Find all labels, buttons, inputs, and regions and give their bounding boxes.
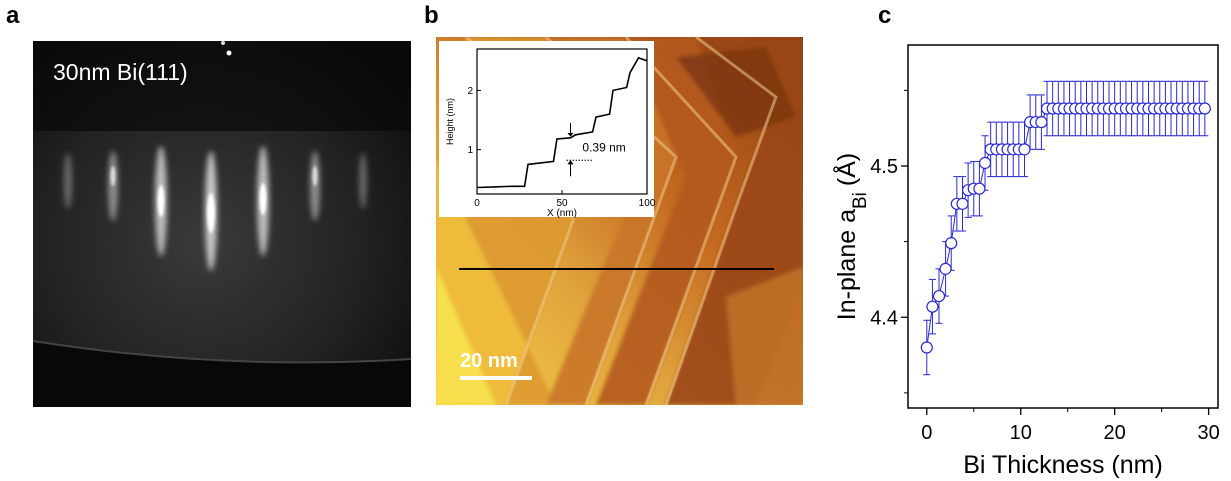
data-point bbox=[945, 237, 958, 250]
stm-image-panel: 20 nm 0 50 100 1 2 X (nm) Height (nm) 0.39 nm bbox=[436, 37, 803, 405]
x-tick-label: 0 bbox=[921, 422, 932, 444]
inset-x-tick-label: 0 bbox=[474, 198, 480, 209]
y-tick-label: 4.4 bbox=[870, 307, 898, 329]
rheed-image: 30nm Bi(111) bbox=[33, 41, 411, 407]
inset-y-axis-label: Height (nm) bbox=[445, 98, 455, 145]
rheed-label: 30nm Bi(111) bbox=[53, 59, 188, 85]
y-axis-label: In-plane aBi(Å) bbox=[831, 153, 871, 320]
series-line bbox=[926, 108, 1205, 348]
y-tick-label: 4.5 bbox=[870, 156, 898, 178]
data-point bbox=[978, 156, 992, 170]
step-arrow-bottom-head bbox=[567, 160, 574, 165]
data-point bbox=[920, 341, 933, 354]
panel-letter-a: a bbox=[6, 2, 20, 29]
stm-image: 20 nm 0 50 100 1 2 X (nm) Height (nm) 0.39 nm bbox=[436, 37, 803, 405]
panel-letter-c: c bbox=[878, 2, 892, 29]
data-point bbox=[973, 182, 986, 195]
x-tick-label: 10 bbox=[1010, 422, 1032, 444]
scale-bar-label: 20 nm bbox=[460, 350, 518, 372]
data-point bbox=[939, 262, 952, 275]
inset-profile-line bbox=[476, 56, 648, 189]
height-profile-inset: 0 50 100 1 2 X (nm) Height (nm) 0.39 nm bbox=[439, 41, 656, 219]
x-tick-label: 30 bbox=[1197, 422, 1219, 444]
data-point bbox=[1198, 102, 1211, 115]
step-height-label: 0.39 nm bbox=[582, 140, 625, 154]
plot-frame bbox=[907, 44, 1219, 409]
data-point bbox=[1035, 116, 1048, 129]
inset-y-tick-label: 2 bbox=[467, 86, 473, 97]
inset-x-tick-label: 50 bbox=[556, 198, 568, 209]
inset-x-axis-label: X (nm) bbox=[547, 208, 577, 219]
inset-y-tick-label: 1 bbox=[467, 145, 473, 156]
data-point bbox=[1018, 143, 1031, 156]
inset-x-tick-label: 100 bbox=[639, 198, 656, 209]
lattice-constant-chart: 0 10 20 30 4.4 4.5 Bi Thickness (nm) In-plane a… bbox=[820, 30, 1231, 481]
x-axis-label: Bi Thickness (nm) bbox=[963, 451, 1163, 479]
x-tick-label: 20 bbox=[1104, 422, 1126, 444]
data-point bbox=[932, 289, 946, 303]
data-point bbox=[926, 300, 939, 313]
rheed-image-panel: 30nm Bi(111) bbox=[33, 41, 411, 407]
data-point bbox=[956, 197, 969, 210]
panel-letter-b: b bbox=[424, 2, 439, 29]
step-arrow-top-head bbox=[567, 133, 574, 137]
